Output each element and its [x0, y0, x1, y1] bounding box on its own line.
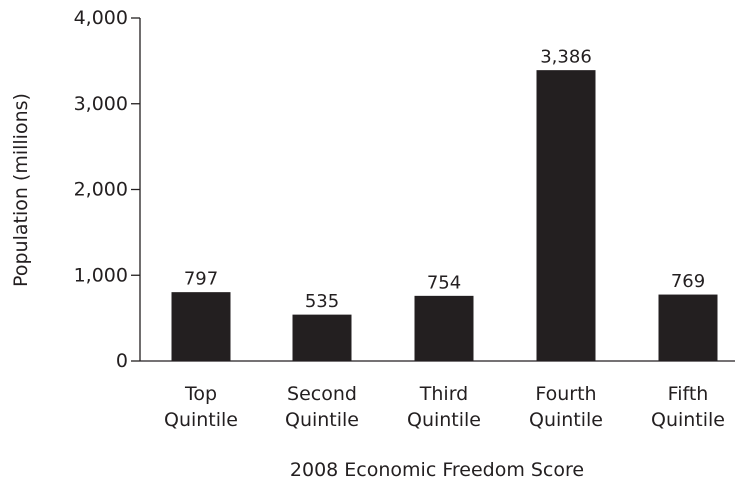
data-labels: 797 535 754 3,386 769: [184, 47, 705, 312]
bar-value-label: 754: [427, 272, 461, 293]
bars-layer: [171, 70, 718, 362]
x-category-label: Third Quintile: [407, 383, 481, 431]
y-ticks: 0 1,000 2,000 3,000 4,000: [74, 7, 140, 372]
x-axis-title: 2008 Economic Freedom Score: [290, 459, 584, 481]
bar: [536, 70, 596, 362]
bar: [171, 292, 231, 362]
bar: [292, 314, 352, 362]
bar-value-label: 769: [671, 271, 705, 292]
x-category-label: Fifth Quintile: [651, 383, 725, 431]
y-tick-label: 1,000: [74, 264, 128, 286]
x-category-label: Second Quintile: [285, 383, 359, 431]
x-category-label: Fourth Quintile: [529, 383, 603, 431]
bar-value-label: 3,386: [540, 47, 592, 68]
y-tick-label: 3,000: [74, 93, 128, 115]
x-category-labels: Top Quintile Second Quintile Third Quintile Fo…: [164, 383, 725, 431]
bar-value-label: 535: [305, 291, 339, 312]
y-tick-label: 4,000: [74, 7, 128, 29]
bar-value-label: 797: [184, 269, 218, 290]
x-category-label: Top Quintile: [164, 383, 238, 431]
y-axis-title: Population (millions): [10, 93, 32, 287]
y-tick-label: 2,000: [74, 179, 128, 201]
bar: [658, 294, 718, 362]
bar: [414, 295, 474, 362]
y-tick-label: 0: [116, 350, 128, 372]
